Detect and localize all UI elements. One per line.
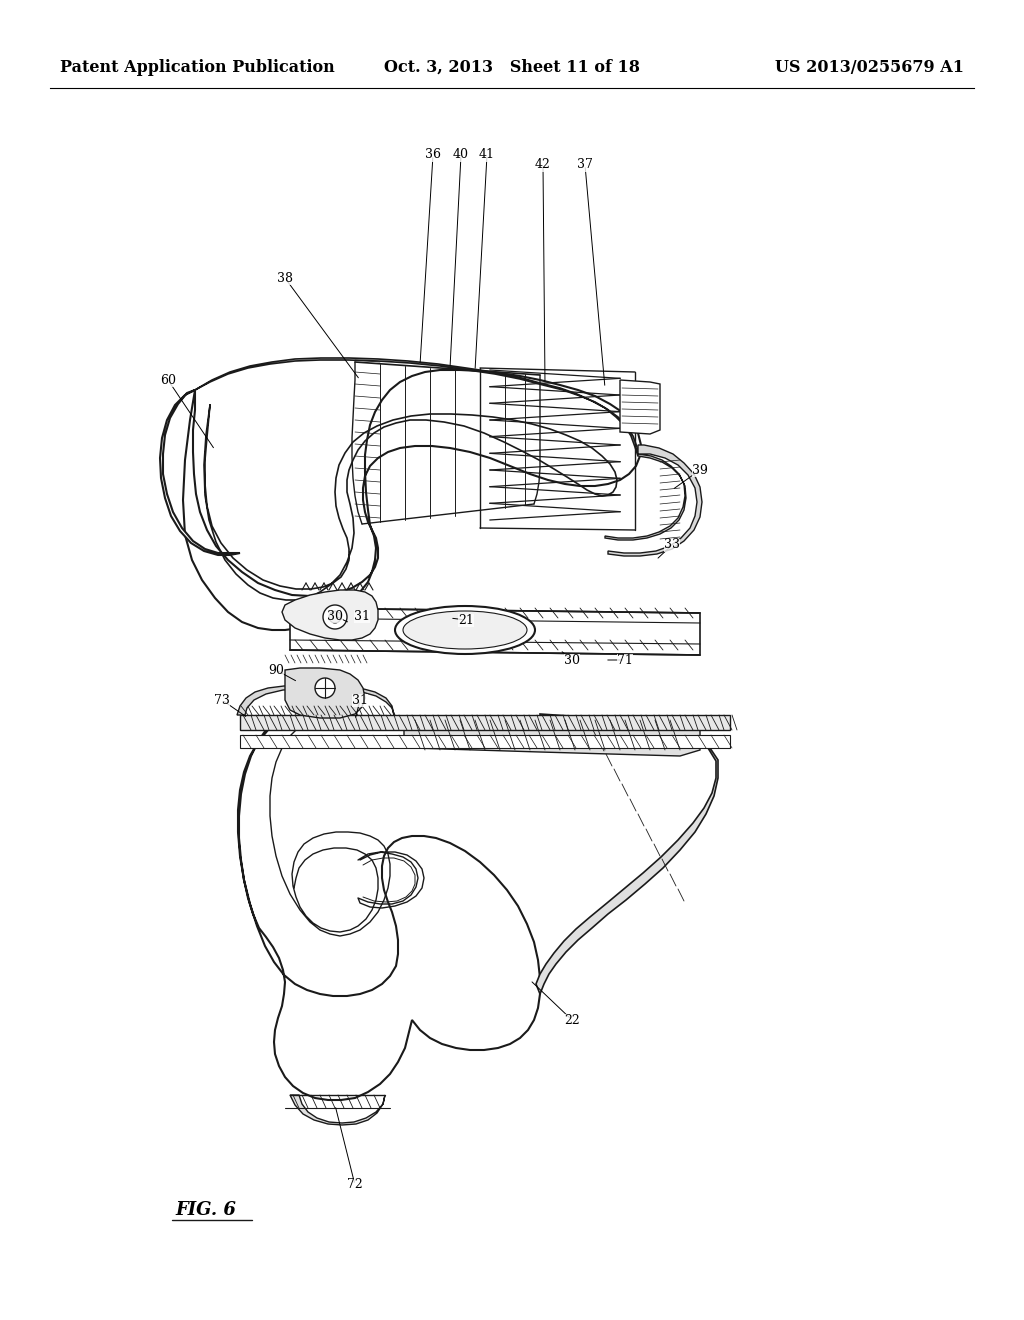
- Text: 39: 39: [692, 463, 708, 477]
- Text: 73: 73: [214, 693, 230, 706]
- Circle shape: [315, 678, 335, 698]
- Polygon shape: [536, 714, 718, 994]
- Text: 41: 41: [479, 149, 495, 161]
- Text: 37: 37: [578, 158, 593, 172]
- Text: 31: 31: [352, 693, 368, 706]
- Text: 21: 21: [458, 614, 474, 627]
- Polygon shape: [183, 370, 641, 630]
- Polygon shape: [285, 668, 365, 718]
- Ellipse shape: [395, 606, 535, 653]
- Circle shape: [329, 611, 341, 623]
- Text: Patent Application Publication: Patent Application Publication: [60, 59, 335, 77]
- Polygon shape: [282, 590, 378, 640]
- Text: Oct. 3, 2013   Sheet 11 of 18: Oct. 3, 2013 Sheet 11 of 18: [384, 59, 640, 77]
- Text: FIG. 6: FIG. 6: [175, 1201, 236, 1218]
- Text: 72: 72: [347, 1179, 362, 1192]
- Polygon shape: [620, 380, 660, 434]
- Polygon shape: [237, 685, 394, 715]
- Text: 90: 90: [268, 664, 284, 676]
- Polygon shape: [240, 735, 730, 748]
- Text: 40: 40: [453, 149, 469, 161]
- Polygon shape: [290, 1096, 385, 1125]
- Polygon shape: [605, 445, 702, 556]
- Text: 31: 31: [354, 610, 370, 623]
- Ellipse shape: [403, 611, 527, 649]
- Text: US 2013/0255679 A1: US 2013/0255679 A1: [775, 59, 964, 77]
- Text: 30: 30: [327, 610, 343, 623]
- Polygon shape: [240, 715, 730, 730]
- Text: 33: 33: [664, 539, 680, 552]
- Text: 38: 38: [278, 272, 293, 285]
- Text: 71: 71: [617, 653, 633, 667]
- Text: 22: 22: [564, 1014, 580, 1027]
- Text: 30: 30: [564, 653, 580, 667]
- Polygon shape: [160, 389, 240, 554]
- Circle shape: [323, 605, 347, 630]
- Polygon shape: [195, 358, 638, 455]
- Text: 36: 36: [425, 149, 441, 161]
- Text: 42: 42: [536, 158, 551, 172]
- Text: 60: 60: [160, 374, 176, 387]
- Polygon shape: [290, 609, 700, 655]
- Polygon shape: [404, 719, 700, 756]
- Polygon shape: [238, 718, 540, 1100]
